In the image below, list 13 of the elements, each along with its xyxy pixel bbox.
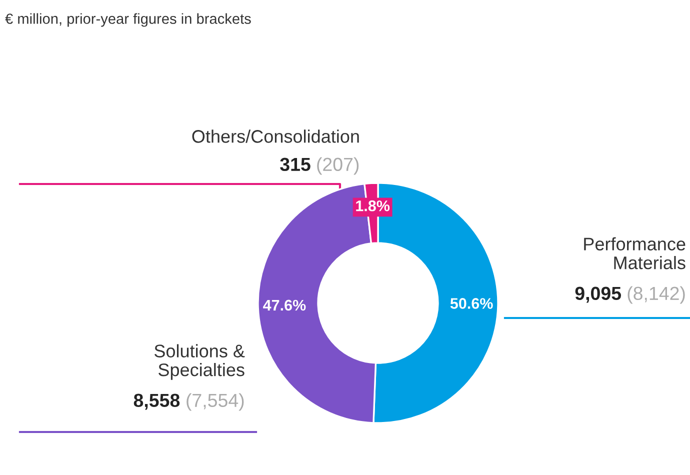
- text: 8,558: [134, 394, 180, 410]
- data-label: 50.6%: [450, 298, 493, 309]
- text: (207): [317, 157, 359, 175]
- slice-label: Others/Consolidation: [192, 130, 359, 143]
- text: (8,142): [628, 286, 685, 304]
- text: 315: [280, 158, 310, 172]
- slice-label: Solutions & Specialties: [154, 344, 245, 380]
- text: 9,095: [575, 286, 622, 303]
- data-label: 1.8%: [356, 200, 390, 212]
- data-label: 47.6%: [263, 300, 306, 311]
- text: (7,554): [186, 393, 244, 411]
- chart-title: € million, prior-year figures in brackets: [5, 13, 251, 27]
- slice-label: Performance Materials: [584, 237, 686, 270]
